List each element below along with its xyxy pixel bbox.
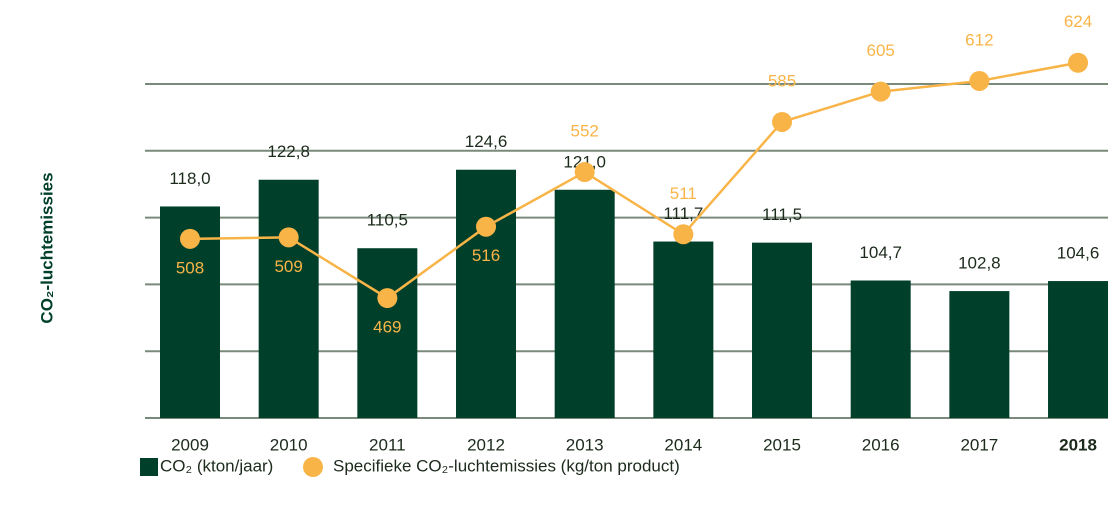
line-point [1068, 52, 1089, 73]
x-tick-label: 2011 [369, 435, 406, 454]
line-value-label: 469 [373, 318, 401, 337]
bar [1048, 281, 1109, 418]
bar [949, 291, 1010, 418]
bar-value-label: 118,0 [169, 169, 210, 188]
line-value-label: 511 [670, 184, 697, 203]
legend-swatch [140, 458, 158, 476]
line-value-label: 552 [570, 122, 598, 141]
bar-value-label: 121,0 [563, 152, 606, 171]
legend-swatch [303, 457, 323, 477]
bar [357, 248, 418, 418]
bar-value-label: 104,6 [1057, 244, 1100, 263]
bar [258, 179, 319, 418]
line-value-label: 508 [176, 258, 204, 277]
bar [456, 169, 517, 418]
x-tick-label: 2015 [763, 435, 801, 454]
line-value-label: 509 [274, 257, 302, 276]
x-tick-label: 2009 [171, 435, 209, 454]
x-tick-label: 2013 [566, 435, 604, 454]
x-tick-label: 2016 [862, 435, 900, 454]
line [189, 61, 1079, 300]
x-tick-label: 2012 [467, 435, 505, 454]
line-point [673, 224, 694, 245]
bar-value-label: 124,6 [465, 132, 508, 151]
legend-label: CO₂ (kton/jaar) [160, 456, 273, 475]
line-point [278, 227, 299, 248]
line-value-label: 605 [867, 41, 895, 60]
bar [554, 189, 615, 418]
x-tick-label: 2014 [664, 435, 702, 454]
line-value-label: 612 [965, 30, 993, 49]
line-point [772, 111, 793, 132]
bar [850, 280, 911, 418]
bar-value-label: 102,8 [958, 254, 1001, 273]
line-value-label: 585 [768, 71, 796, 90]
y-axis-label: CO₂-luchtemissies [37, 172, 56, 323]
bar-value-label: 111,7 [663, 204, 703, 223]
x-tick-label: 2017 [960, 435, 998, 454]
line-point [574, 162, 595, 183]
line-point [180, 228, 200, 249]
bar [653, 241, 714, 418]
x-tick-label: 2018 [1059, 435, 1097, 454]
bar [752, 242, 813, 418]
line-point [870, 81, 891, 102]
legend-label: Specifieke CO₂-luchtemissies (kg/ton pro… [333, 456, 680, 475]
line-value-label: 516 [472, 246, 500, 265]
x-tick-label: 2010 [270, 435, 308, 454]
line-point [969, 70, 990, 91]
bar-value-label: 122,8 [267, 142, 310, 161]
line-point [476, 216, 497, 237]
bar-value-label: 111,5 [762, 205, 802, 224]
line-value-label: 624 [1064, 12, 1092, 31]
bar-value-label: 110,5 [367, 211, 408, 230]
bar-value-label: 104,7 [859, 243, 902, 262]
line-point [377, 288, 398, 309]
